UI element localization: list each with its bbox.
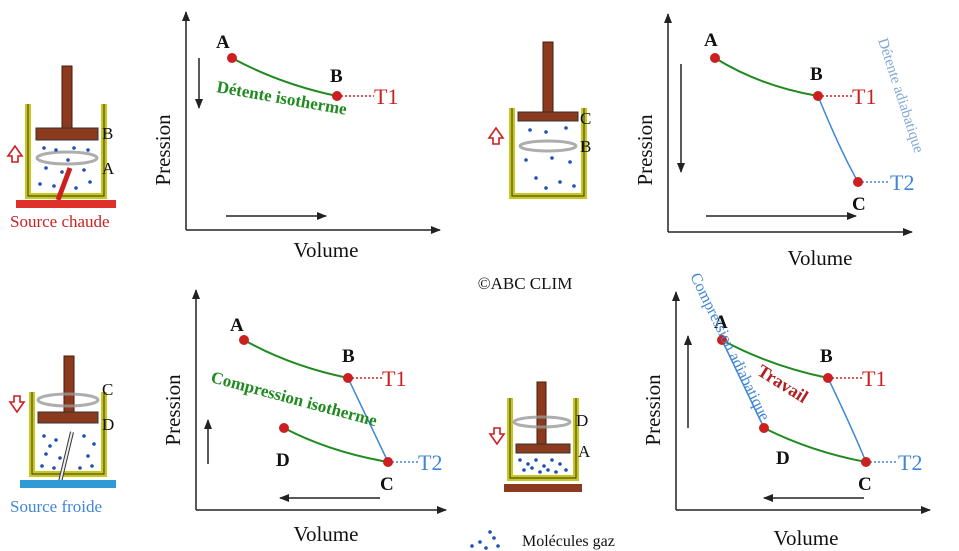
point-a: [710, 53, 720, 63]
cylinder-3-label-bottom: D: [102, 415, 114, 434]
copyright-text: ©ABC CLIM: [478, 274, 573, 293]
point-d: [759, 423, 769, 433]
t2-label: T2: [898, 450, 922, 475]
point-c: [383, 457, 393, 467]
cylinder-piston-icon: [504, 381, 582, 492]
isotherm-curve: [231, 57, 338, 97]
cylinder-piston-icon: [509, 41, 587, 199]
cylinder-2-label-bottom: B: [580, 137, 591, 156]
isotherm-hot-curve: [721, 339, 829, 379]
point-d-label: D: [776, 448, 790, 469]
cylinder-1: B A Source chaude: [6, 65, 116, 231]
adiabat-expansion-curve: [827, 377, 867, 463]
point-b-label: B: [810, 64, 823, 85]
t1-label: T1: [852, 84, 876, 109]
point-a-label: A: [704, 30, 718, 51]
cylinder-4: D A: [488, 381, 591, 492]
point-a: [239, 335, 249, 345]
cylinder-3-label-top: C: [102, 380, 113, 399]
point-a-label: A: [216, 32, 230, 53]
point-c-label: C: [858, 474, 872, 495]
panel-3-pv-diagram: Pression Volume A B C D T1 T2 Compressio…: [161, 289, 447, 546]
point-b-label: B: [820, 346, 833, 367]
t1-label: T1: [862, 366, 886, 391]
point-a-label: A: [230, 315, 244, 336]
cylinder-2-label-top: C: [580, 109, 591, 128]
curve-label: Détente adiabatique: [874, 36, 926, 155]
panel-2-pv-diagram: Pression Volume A B C T1 T2 Détente adia…: [633, 13, 926, 270]
curve-label: Détente isotherme: [215, 77, 348, 119]
panel-1-pv-diagram: Pression Volume A B T1 Détente isotherme: [151, 11, 441, 262]
molecules-legend-label: Molécules gaz: [522, 533, 615, 550]
point-a: [717, 335, 727, 345]
cylinder-3: C D Source froide: [8, 355, 116, 516]
cylinder-1-label-top: B: [102, 124, 113, 143]
up-arrow-icon: [6, 144, 24, 163]
down-arrow-icon: [488, 427, 506, 446]
down-arrow-icon: [8, 395, 26, 414]
curve-label: Compression adiabatique: [686, 270, 772, 423]
point-a-label: A: [714, 312, 728, 333]
curve-label: Compression isotherme: [209, 368, 380, 431]
point-c-label: C: [380, 474, 394, 495]
y-axis-label: Pression: [633, 114, 657, 186]
point-b: [823, 373, 833, 383]
isotherm-cold-curve: [283, 427, 389, 463]
adiabat-compression-curve: [721, 339, 765, 429]
point-b-label: B: [342, 346, 355, 367]
point-b: [332, 91, 342, 101]
y-axis-label: Pression: [161, 374, 185, 446]
point-a: [227, 53, 237, 63]
t2-label: T2: [418, 450, 442, 475]
molecules-legend: Molécules gaz: [470, 530, 615, 550]
x-axis-label: Volume: [774, 526, 839, 550]
cylinder-2: C B: [487, 41, 591, 199]
t1-label: T1: [382, 366, 406, 391]
x-axis-label: Volume: [788, 246, 853, 270]
t2-label: T2: [890, 170, 914, 195]
point-c: [853, 177, 863, 187]
x-axis-label: Volume: [294, 238, 359, 262]
isotherm-hot-curve: [243, 339, 349, 379]
cylinder-1-label-bottom: A: [102, 159, 115, 178]
y-axis-label: Pression: [151, 114, 175, 186]
isotherm-cold-curve: [763, 427, 867, 463]
point-d: [279, 423, 289, 433]
point-b-label: B: [330, 66, 343, 87]
isotherm-curve: [714, 57, 819, 97]
cylinder-piston-icon: [16, 65, 116, 208]
y-axis-label: Pression: [641, 374, 665, 446]
panel-4-pv-diagram: Pression Volume A B C D T1 T2 Travail Co…: [641, 270, 931, 550]
cylinder-4-label-top: D: [576, 411, 588, 430]
point-c: [861, 457, 871, 467]
gas-molecules-icon: [470, 530, 500, 550]
point-c-label: C: [852, 194, 866, 215]
cylinder-piston-icon: [20, 355, 116, 488]
point-b: [813, 91, 823, 101]
point-d-label: D: [276, 450, 290, 471]
t1-label: T1: [374, 84, 398, 109]
source-froide-label: Source froide: [10, 497, 102, 516]
adiabat-curve: [817, 95, 859, 183]
up-arrow-icon: [487, 126, 505, 145]
x-axis-label: Volume: [294, 522, 359, 546]
adiabat-curve: [347, 377, 389, 463]
cylinder-4-label-bottom: A: [578, 442, 591, 461]
point-b: [343, 373, 353, 383]
source-chaude-label: Source chaude: [10, 212, 110, 231]
